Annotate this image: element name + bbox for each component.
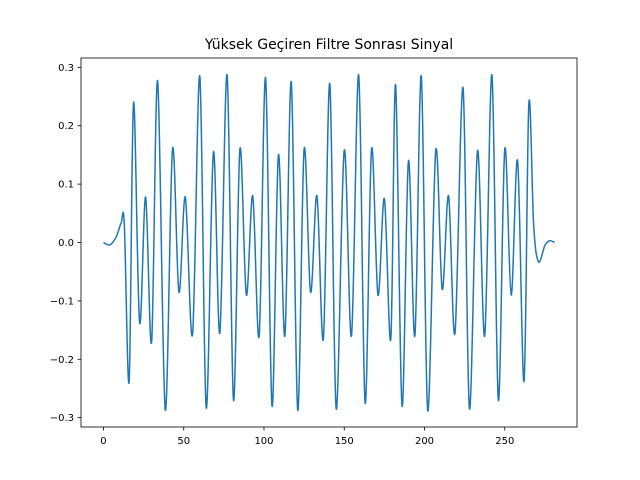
x-tick-label: 200 bbox=[415, 436, 434, 447]
chart-title: Yüksek Geçiren Filtre Sonrası Sinyal bbox=[204, 37, 453, 53]
y-tick-label: −0.2 bbox=[50, 355, 74, 366]
y-tick-label: −0.3 bbox=[50, 413, 74, 424]
x-tick-label: 100 bbox=[254, 436, 273, 447]
x-tick-label: 50 bbox=[177, 436, 190, 447]
y-tick-label: 0.0 bbox=[58, 238, 74, 249]
plot-frame bbox=[80, 57, 578, 428]
y-tick-label: 0.3 bbox=[58, 63, 74, 74]
x-tick-label: 0 bbox=[100, 436, 106, 447]
x-tick-label: 250 bbox=[495, 436, 514, 447]
y-tick-label: 0.2 bbox=[58, 121, 74, 132]
y-tick-label: −0.1 bbox=[50, 296, 74, 307]
x-tick-label: 150 bbox=[335, 436, 354, 447]
y-tick-label: 0.1 bbox=[58, 180, 74, 191]
data-line bbox=[103, 74, 555, 412]
